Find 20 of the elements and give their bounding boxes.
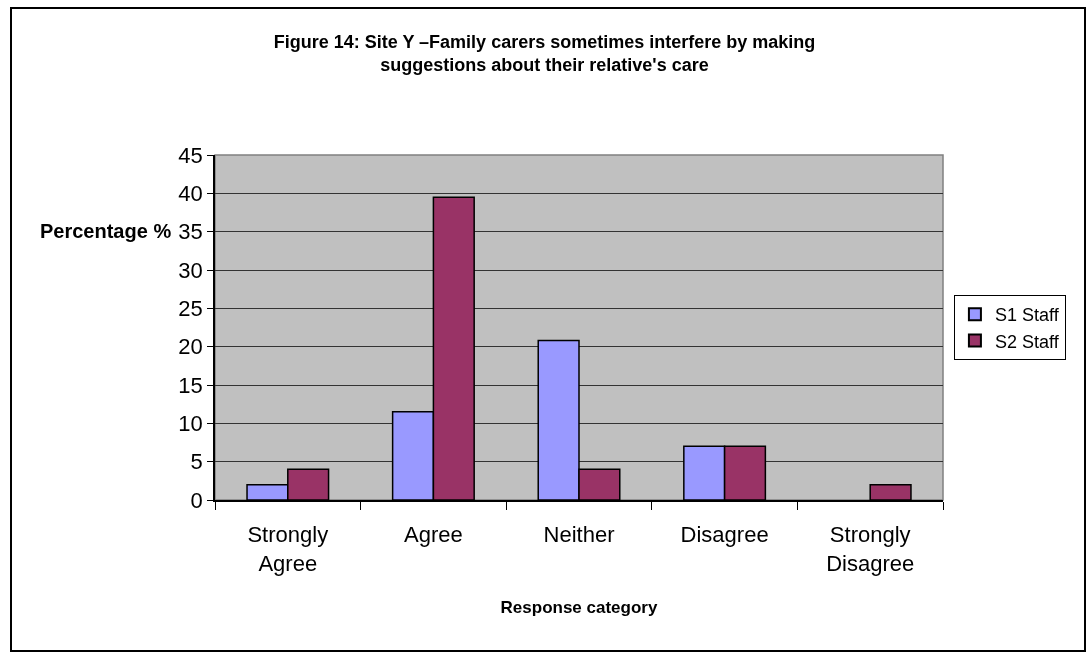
x-tick-label: Neither <box>543 522 615 548</box>
y-tick-label: 25 <box>178 296 203 322</box>
x-axis-title: Response category <box>500 597 658 617</box>
y-tick-label: 15 <box>178 372 203 398</box>
y-tick-label: 40 <box>178 181 203 207</box>
x-tick-label: Agree <box>404 522 463 548</box>
y-tick-label: 5 <box>190 449 203 475</box>
x-tick-label: Strongly Agree <box>247 522 329 576</box>
x-tick-label: Strongly Disagree <box>826 522 915 576</box>
legend-label: S1 Staff <box>994 305 1060 326</box>
legend-label: S2 Staff <box>994 331 1060 352</box>
chart-title: Figure 14: Site Y –Family carers sometimes interfere by making suggestions about their relative's care <box>273 32 816 76</box>
y-tick-label: 45 <box>178 142 203 168</box>
y-axis-title: Percentage % <box>40 220 172 242</box>
y-tick-label: 35 <box>178 219 203 245</box>
y-tick-label: 0 <box>190 487 203 513</box>
y-tick-label: 10 <box>178 411 203 437</box>
y-tick-label: 20 <box>178 334 203 360</box>
x-tick-label: Disagree <box>680 522 769 548</box>
y-tick-label: 30 <box>178 257 203 283</box>
